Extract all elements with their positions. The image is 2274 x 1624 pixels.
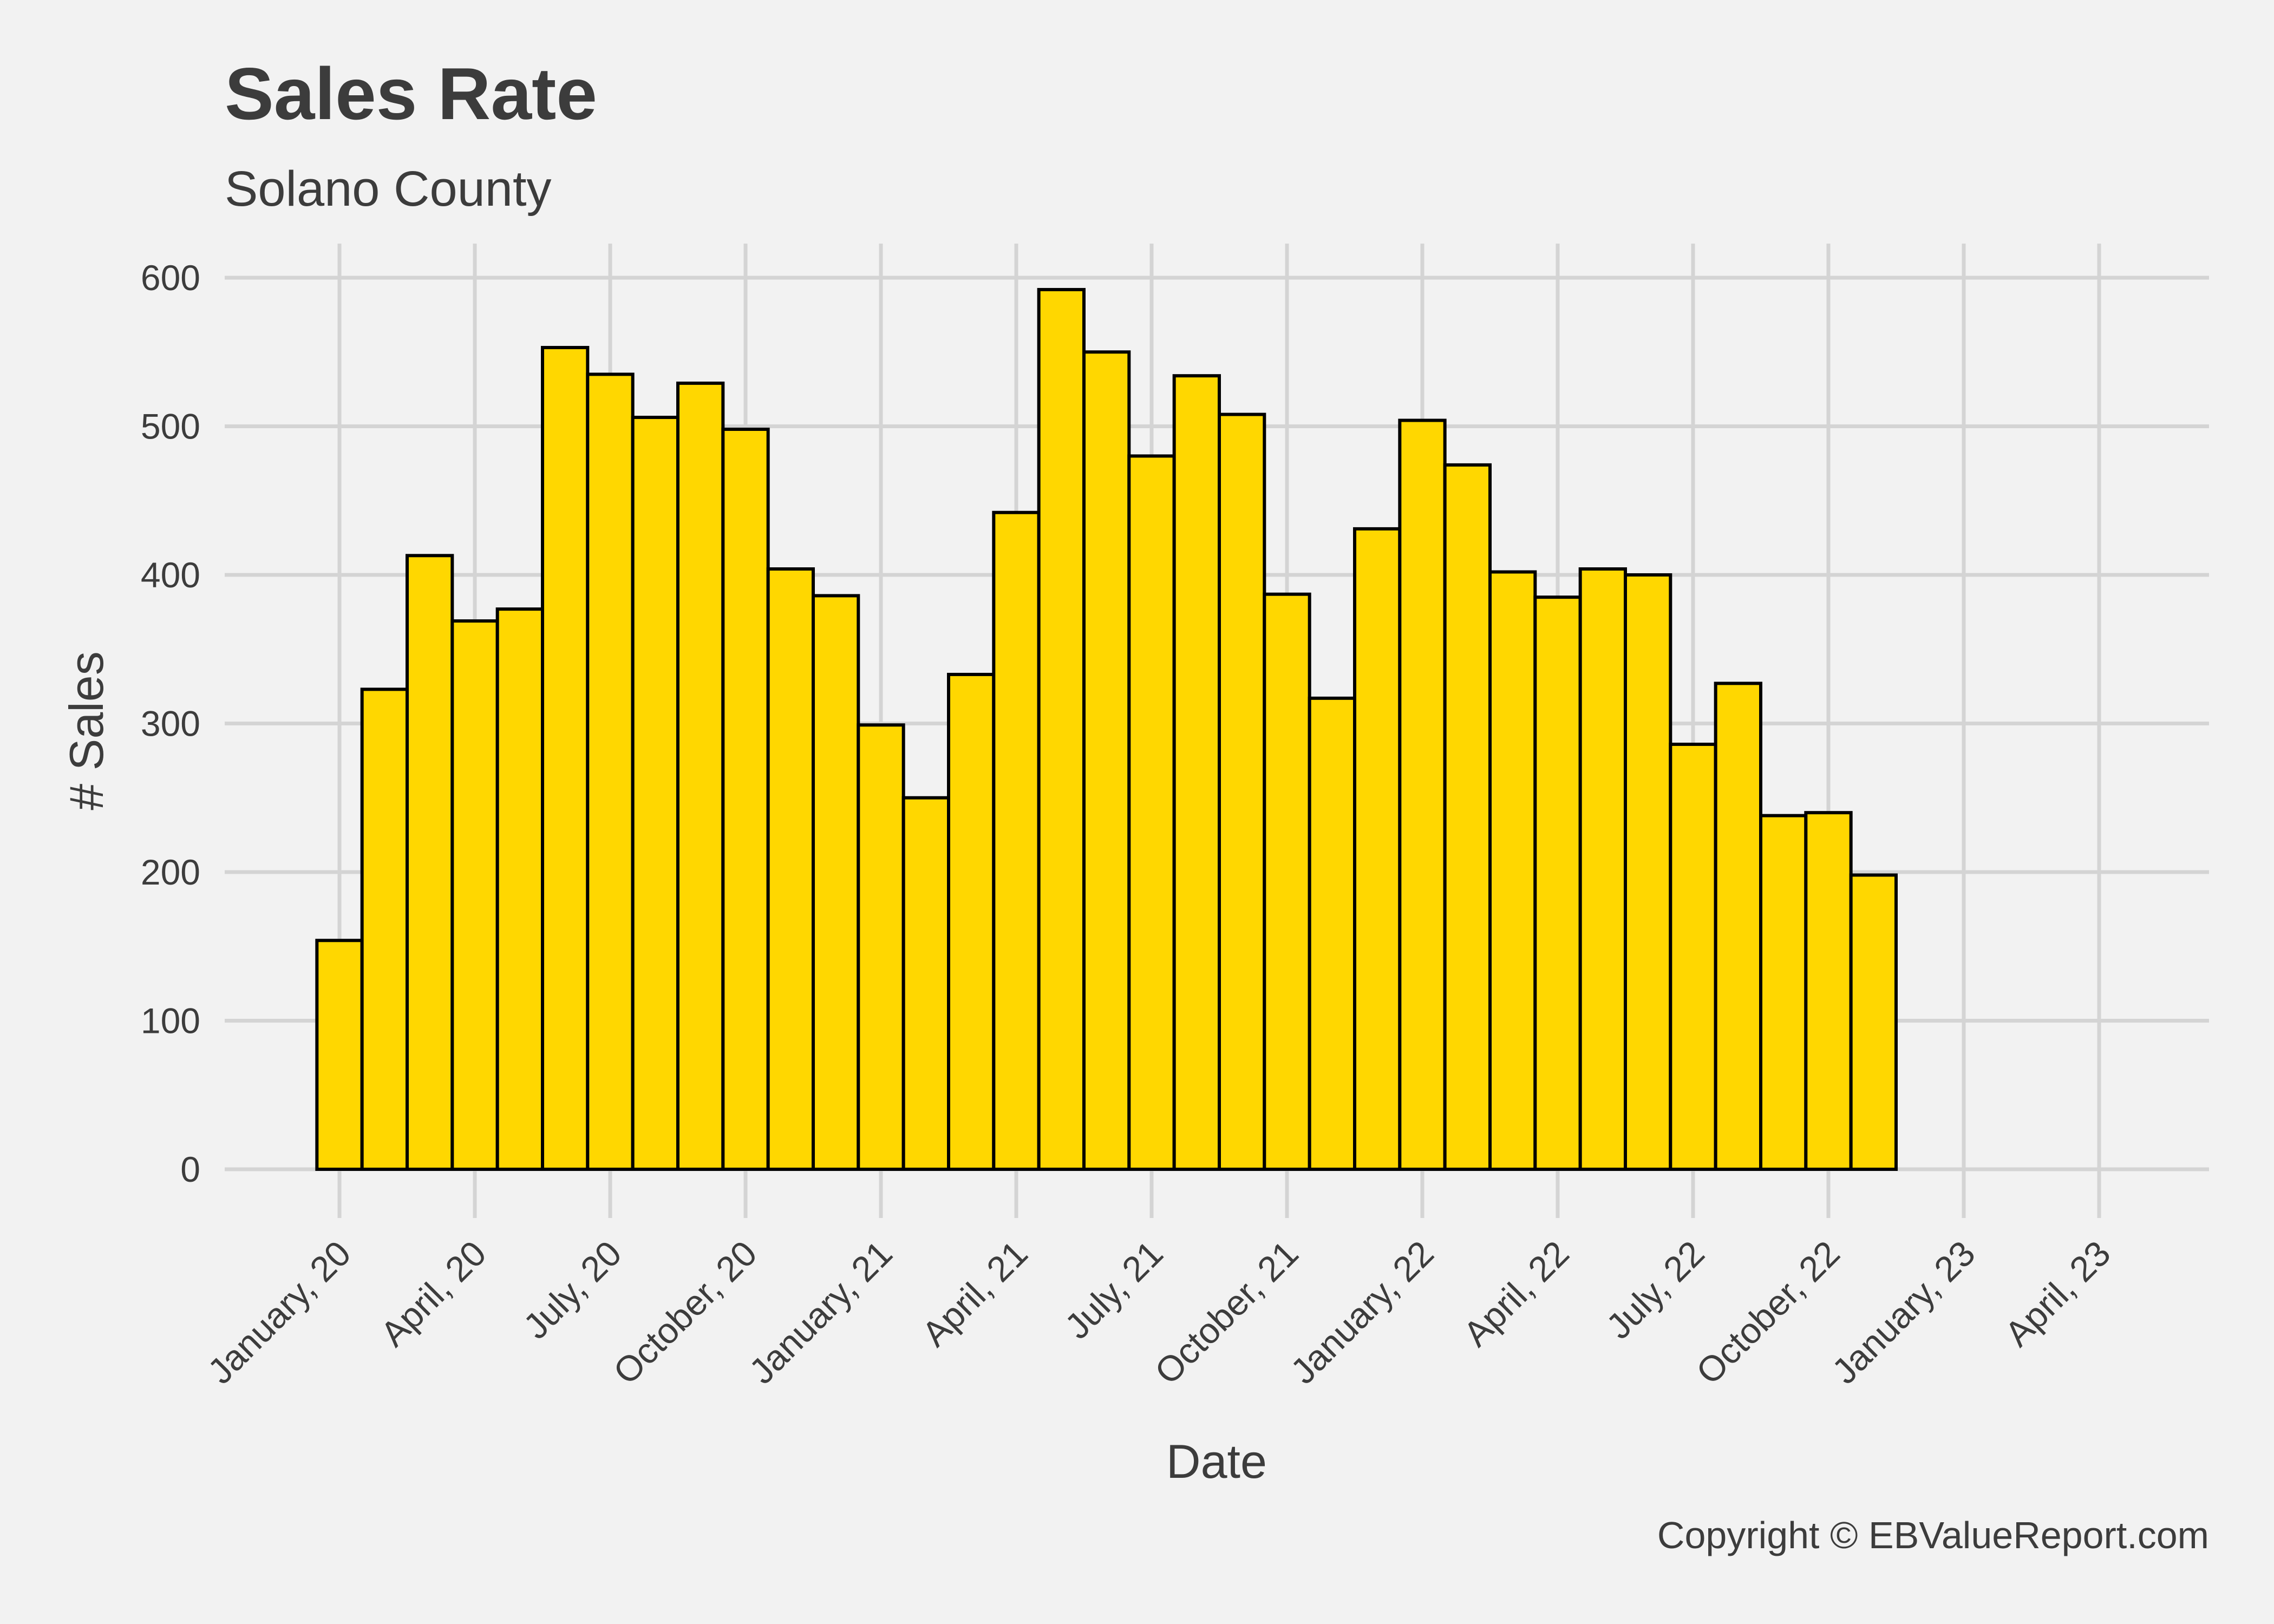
x-tick-label: October, 21 bbox=[1147, 1233, 1306, 1392]
x-tick-label: April, 22 bbox=[1455, 1233, 1577, 1354]
bar-2021-07 bbox=[1127, 454, 1176, 1171]
y-tick-labels: 0 100 200 300 400 500 600 bbox=[141, 258, 200, 1189]
y-tick-label: 100 bbox=[141, 1001, 200, 1041]
bar-2020-01 bbox=[315, 939, 364, 1171]
bar-2020-03 bbox=[406, 554, 454, 1171]
bar-2021-11 bbox=[1308, 696, 1357, 1171]
y-tick-label: 300 bbox=[141, 704, 200, 744]
x-tick-label: April, 23 bbox=[1997, 1233, 2118, 1354]
y-tick-label: 500 bbox=[141, 407, 200, 447]
bar-2020-08 bbox=[631, 416, 679, 1171]
x-tick-label: April, 21 bbox=[914, 1233, 1035, 1354]
chart-title: Sales Rate bbox=[225, 53, 597, 135]
bar-2020-07 bbox=[586, 372, 635, 1171]
x-tick-label: July, 22 bbox=[1598, 1233, 1712, 1347]
x-tick-label: April, 20 bbox=[373, 1233, 494, 1354]
bar-2020-12 bbox=[812, 594, 860, 1171]
x-tick-label: October, 20 bbox=[605, 1233, 764, 1392]
bar-2022-04 bbox=[1533, 595, 1582, 1171]
bar-2022-06 bbox=[1624, 573, 1672, 1171]
bar-2020-09 bbox=[676, 381, 725, 1171]
y-tick-label: 400 bbox=[141, 555, 200, 595]
x-tick-label: January, 20 bbox=[200, 1233, 358, 1392]
bar-2021-04 bbox=[992, 510, 1041, 1171]
bar-2022-11 bbox=[1849, 873, 1898, 1171]
bar-2022-09 bbox=[1759, 814, 1808, 1171]
chart-subtitle: Solano County bbox=[225, 161, 552, 217]
bar-2021-02 bbox=[901, 796, 950, 1171]
x-tick-label: July, 21 bbox=[1057, 1233, 1171, 1347]
x-tick-label: January, 21 bbox=[741, 1233, 900, 1392]
bar-2021-09 bbox=[1218, 412, 1266, 1171]
bar-2022-07 bbox=[1669, 742, 1717, 1171]
y-tick-label: 600 bbox=[141, 258, 200, 298]
bar-2022-10 bbox=[1804, 811, 1853, 1171]
bar-2022-02 bbox=[1443, 463, 1492, 1171]
bar-layer bbox=[315, 287, 1898, 1171]
x-tick-label: January, 23 bbox=[1824, 1233, 1983, 1392]
x-tick-label: July, 20 bbox=[515, 1233, 629, 1347]
y-tick-label: 0 bbox=[180, 1149, 200, 1189]
bar-2022-03 bbox=[1488, 570, 1537, 1171]
bar-2020-06 bbox=[541, 346, 590, 1171]
bar-2021-03 bbox=[947, 672, 996, 1171]
x-tick-label: January, 22 bbox=[1283, 1233, 1441, 1392]
copyright-caption: Copyright © EBValueReport.com bbox=[1657, 1514, 2209, 1556]
bar-2021-10 bbox=[1263, 592, 1311, 1171]
bar-2022-05 bbox=[1578, 567, 1628, 1171]
y-axis-title: # Sales bbox=[60, 651, 113, 810]
bar-2021-01 bbox=[857, 723, 905, 1171]
bar-2021-05 bbox=[1037, 287, 1086, 1171]
bar-2020-10 bbox=[721, 427, 770, 1171]
bar-2021-08 bbox=[1172, 374, 1221, 1171]
bar-2022-01 bbox=[1398, 418, 1447, 1171]
x-tick-label: October, 22 bbox=[1688, 1233, 1847, 1392]
y-tick-label: 200 bbox=[141, 852, 200, 892]
x-axis-title: Date bbox=[1166, 1435, 1267, 1488]
bar-2020-02 bbox=[360, 687, 409, 1171]
bar-2020-04 bbox=[450, 619, 499, 1171]
bar-2020-05 bbox=[495, 607, 545, 1171]
bar-2021-12 bbox=[1353, 527, 1402, 1171]
bar-2020-11 bbox=[766, 567, 815, 1171]
bar-2021-06 bbox=[1082, 350, 1131, 1171]
bar-2022-08 bbox=[1714, 682, 1763, 1171]
